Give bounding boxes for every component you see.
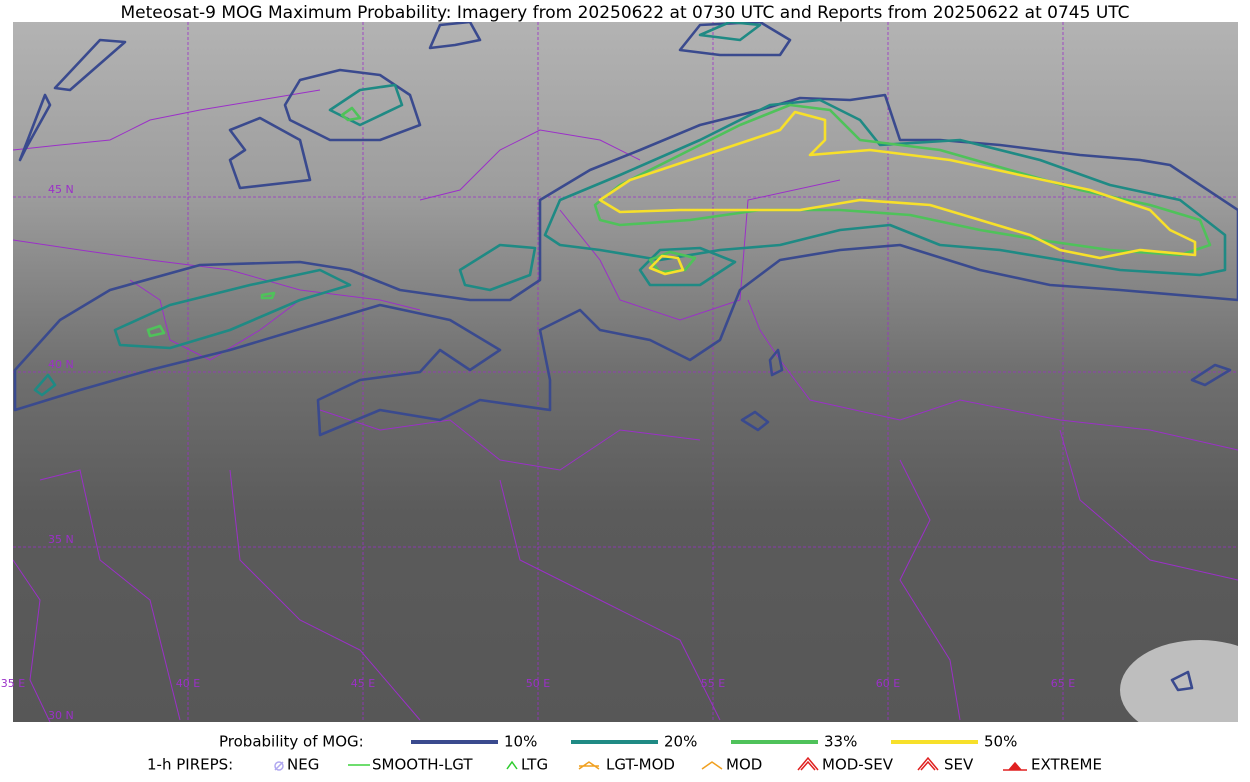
graticule [13,22,1238,722]
lon-label: 50 E [526,677,550,690]
legend-label: LTG [521,756,548,774]
lat-label: 40 N [48,358,74,371]
pirep-legend: NEG SMOOTH-LGT LTG LGT-MOD MOD MOD-SEV SEV EXTR… [287,756,1102,774]
lon-label: 40 E [176,677,200,690]
probability-legend: 10% 20% 33% 50% [411,733,1017,751]
legend-title: 1-h PIREPS: [147,756,233,774]
pirep-symbols [274,756,1027,771]
geo-labels: 45 N 40 N 35 N 30 N 35 E 40 E 45 E 50 E 55 E 60 E… [1,183,1075,722]
legend-label: SMOOTH-LGT [372,756,473,774]
borders [13,89,1238,722]
lat-label: 30 N [48,709,74,722]
lon-label: 60 E [876,677,900,690]
legend-label: MOD-SEV [822,756,894,774]
cloud [1120,640,1238,722]
lon-label: 45 E [351,677,375,690]
legend-label: 10% [504,733,537,751]
title: Meteosat-9 MOG Maximum Probability: Imag… [120,3,1129,23]
contours [13,22,1238,692]
legend-title: Probability of MOG: [219,733,364,751]
legend-label: LGT-MOD [606,756,675,774]
legend-label: EXTREME [1031,756,1102,774]
map [13,22,1238,722]
lat-label: 35 N [48,533,74,546]
lon-label: 65 E [1051,677,1075,690]
lon-label: 35 E [1,677,25,690]
legend-label: 20% [664,733,697,751]
legend-label: MOD [726,756,762,774]
legend-label: 33% [824,733,857,751]
lat-label: 45 N [48,183,74,196]
lon-label: 55 E [701,677,725,690]
legend-label: SEV [944,756,974,774]
legend-label: 50% [984,733,1017,751]
legend-label: NEG [287,756,319,774]
